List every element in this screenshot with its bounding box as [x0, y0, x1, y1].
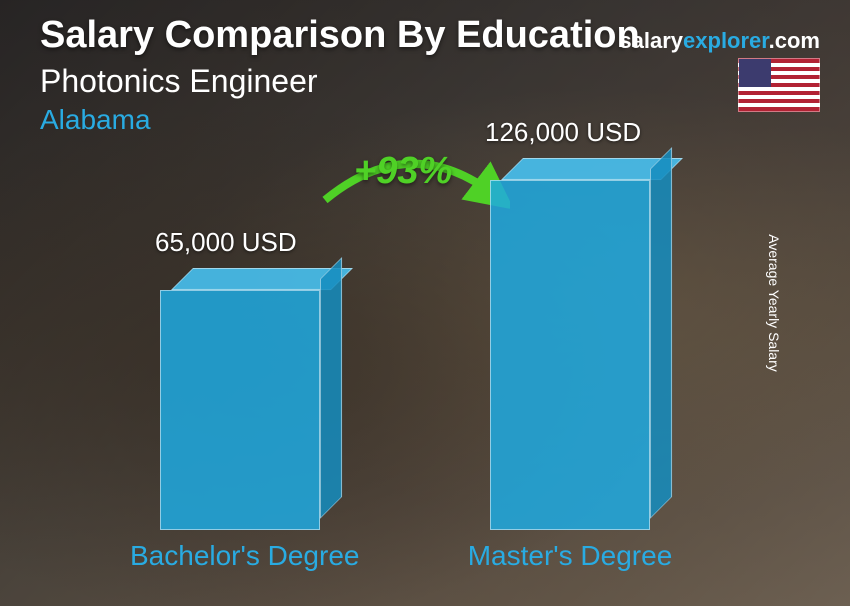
bar-value-masters: 126,000 USD — [485, 117, 641, 148]
chart-subtitle: Photonics Engineer — [40, 63, 820, 100]
us-flag-icon — [738, 58, 820, 112]
y-axis-label: Average Yearly Salary — [765, 234, 781, 372]
bar-label-masters: Master's Degree — [460, 540, 680, 572]
bar-value-bachelors: 65,000 USD — [155, 227, 297, 258]
bar-label-bachelors: Bachelor's Degree — [130, 540, 350, 572]
chart-area: 65,000 USD Bachelor's Degree 126,000 USD… — [0, 190, 850, 586]
brand-logo: salaryexplorer.com — [619, 28, 820, 54]
brand-part3: .com — [769, 28, 820, 53]
chart-location: Alabama — [40, 104, 820, 136]
brand-part2: explorer — [683, 28, 769, 53]
brand-part1: salary — [619, 28, 683, 53]
increase-percentage: +93% — [354, 150, 452, 193]
